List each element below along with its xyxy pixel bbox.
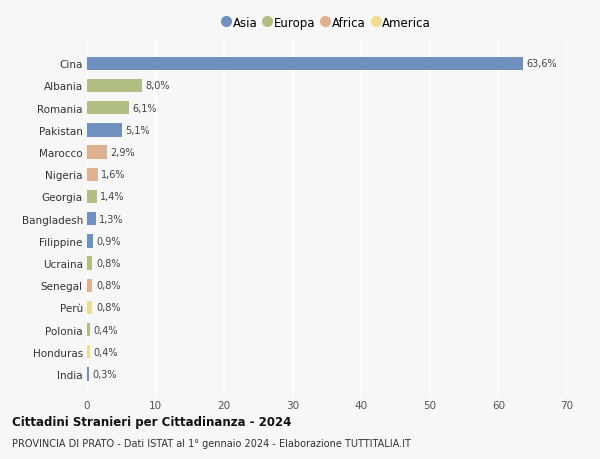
Bar: [87, 102, 129, 115]
Bar: [87, 190, 97, 204]
Bar: [87, 213, 96, 226]
Bar: [87, 79, 142, 93]
Text: 63,6%: 63,6%: [527, 59, 557, 69]
Bar: [87, 124, 122, 137]
Text: 1,4%: 1,4%: [100, 192, 125, 202]
Text: Cittadini Stranieri per Cittadinanza - 2024: Cittadini Stranieri per Cittadinanza - 2…: [12, 415, 292, 428]
Bar: [87, 57, 523, 71]
Bar: [87, 257, 92, 270]
Text: 0,8%: 0,8%: [96, 258, 121, 269]
Bar: [87, 323, 90, 336]
Text: PROVINCIA DI PRATO - Dati ISTAT al 1° gennaio 2024 - Elaborazione TUTTITALIA.IT: PROVINCIA DI PRATO - Dati ISTAT al 1° ge…: [12, 438, 411, 448]
Legend: Asia, Europa, Africa, America: Asia, Europa, Africa, America: [221, 14, 433, 32]
Text: 0,9%: 0,9%: [97, 236, 121, 246]
Bar: [87, 346, 90, 359]
Text: 0,8%: 0,8%: [96, 303, 121, 313]
Text: 0,8%: 0,8%: [96, 280, 121, 291]
Text: 2,9%: 2,9%: [110, 148, 135, 158]
Text: 0,4%: 0,4%: [93, 325, 118, 335]
Text: 0,3%: 0,3%: [92, 369, 117, 379]
Text: 1,3%: 1,3%: [100, 214, 124, 224]
Text: 8,0%: 8,0%: [145, 81, 170, 91]
Text: 5,1%: 5,1%: [125, 126, 150, 135]
Bar: [87, 168, 98, 181]
Bar: [87, 368, 89, 381]
Bar: [87, 301, 92, 314]
Text: 1,6%: 1,6%: [101, 170, 126, 180]
Text: 6,1%: 6,1%: [132, 103, 157, 113]
Bar: [87, 146, 107, 159]
Bar: [87, 279, 92, 292]
Bar: [87, 235, 93, 248]
Text: 0,4%: 0,4%: [93, 347, 118, 357]
